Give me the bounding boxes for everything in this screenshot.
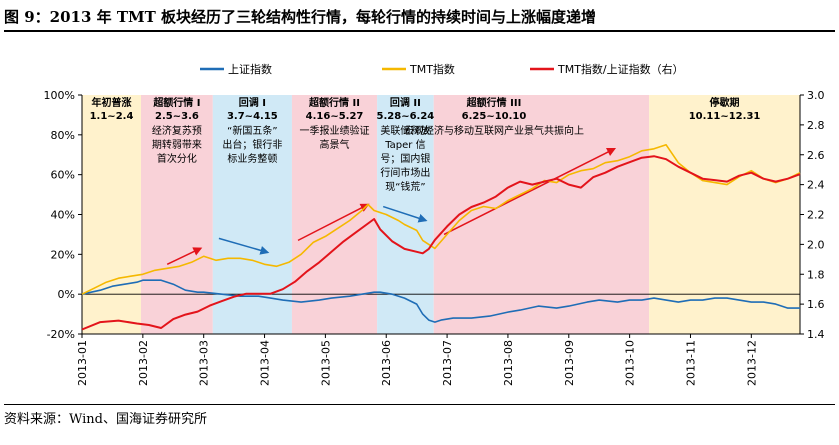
trend-arrow: [382, 205, 428, 223]
x-tick-label: 2013-07: [441, 340, 454, 386]
x-tick-label: 2013-04: [259, 340, 272, 386]
phase-desc: 一季报业绩验证: [300, 124, 370, 137]
x-tick-label: 2013-03: [198, 340, 211, 386]
phase-dates: 1.1~2.4: [90, 111, 134, 122]
phase-desc: 行间市场出: [380, 166, 430, 179]
phase-desc: 高景气: [320, 138, 350, 151]
left-tick-label: 80%: [51, 129, 75, 142]
left-tick-label: 40%: [51, 209, 75, 222]
phase-desc: Taper 信: [384, 139, 425, 151]
right-tick-label: 2.6: [807, 149, 825, 162]
x-tick-label: 2013-02: [137, 340, 150, 386]
left-tick-label: 60%: [51, 169, 75, 182]
phase-title: 回调 I: [239, 96, 266, 109]
phase-desc: 美联储释放: [380, 124, 430, 137]
trend-arrow: [218, 237, 270, 255]
right-tick-label: 2.8: [807, 119, 825, 132]
phase-desc: 现“钱荒”: [385, 180, 425, 193]
series-line: [81, 155, 801, 331]
phase-title: 超额行情 II: [308, 96, 360, 109]
phase-desc: “新国五条”: [227, 124, 277, 137]
x-tick-label: 2013-09: [563, 340, 576, 386]
series-line: [81, 279, 800, 323]
x-tick-label: 2013-08: [502, 340, 515, 386]
phase-title: 停歇期: [710, 96, 740, 109]
x-tick-label: 2013-11: [684, 340, 697, 386]
trend-arrow: [443, 147, 617, 236]
x-tick-label: 2013-01: [76, 340, 89, 386]
phase-dates: 6.25~10.10: [462, 111, 527, 122]
figure-source: 资料来源：Wind、国海证券研究所: [4, 404, 835, 427]
series-line: [81, 144, 801, 295]
x-tick-label: 2013-06: [380, 340, 393, 386]
axes: -20% 0% 20% 40% 60% 80% 100% 1.4 1.6 1.8 2.0 2.2 2.4…: [44, 89, 825, 386]
right-tick-label: 2.2: [807, 209, 825, 222]
phase-title: 超额行情 I: [152, 96, 200, 109]
right-tick-label: 1.8: [807, 268, 825, 281]
x-tick-label: 2013-12: [745, 340, 758, 386]
phase-band: [82, 95, 142, 334]
phase-title: 超额行情 III: [466, 96, 522, 109]
trend-arrow: [166, 247, 203, 265]
right-tick-label: 1.4: [807, 328, 825, 341]
left-tick-label: 20%: [51, 248, 75, 261]
legend-label: TMT指数: [409, 62, 455, 76]
phase-desc: 标业务整顿: [227, 152, 277, 165]
right-tick-label: 2.4: [807, 179, 825, 192]
right-tick-label: 3.0: [807, 89, 825, 102]
left-tick-label: 100%: [44, 89, 75, 102]
phase-dates: 4.16~5.27: [306, 111, 364, 122]
phase-dates: 5.28~6.24: [377, 111, 435, 122]
legend-label: 上证指数: [228, 62, 272, 76]
trend-arrow: [297, 203, 370, 242]
x-tick-label: 2013-05: [319, 340, 332, 386]
trend-arrows: [166, 147, 617, 265]
left-tick-label: -20%: [47, 328, 75, 341]
right-tick-label: 1.6: [807, 298, 825, 311]
phase-desc: 期转弱带来: [152, 138, 202, 151]
phase-dates: 3.7~4.15: [227, 111, 278, 122]
legend: 上证指数 TMT指数 TMT指数/上证指数（右）: [200, 62, 684, 76]
legend-label: TMT指数/上证指数（右）: [557, 62, 684, 76]
x-tick-label: 2013-10: [624, 340, 637, 386]
figure-title: 图 9：2013 年 TMT 板块经历了三轮结构性行情，每轮行情的持续时间与上涨…: [4, 4, 835, 32]
phase-desc: 经济复苏预: [152, 124, 202, 137]
phase-desc: 宏观经济与移动互联网产业景气共振向上: [404, 124, 584, 137]
left-tick-label: 0%: [58, 288, 75, 301]
phase-title: 年初普涨: [92, 96, 132, 109]
phase-title: 回调 II: [390, 96, 421, 109]
right-tick-label: 2.0: [807, 238, 825, 251]
phase-desc: 号；国内银: [380, 152, 430, 165]
phase-desc: 出台；银行非: [222, 138, 282, 151]
phase-dates: 10.11~12.31: [689, 111, 761, 122]
series-lines: [81, 144, 801, 331]
phase-desc: 首次分化: [157, 152, 197, 165]
phase-dates: 2.5~3.6: [155, 111, 199, 122]
